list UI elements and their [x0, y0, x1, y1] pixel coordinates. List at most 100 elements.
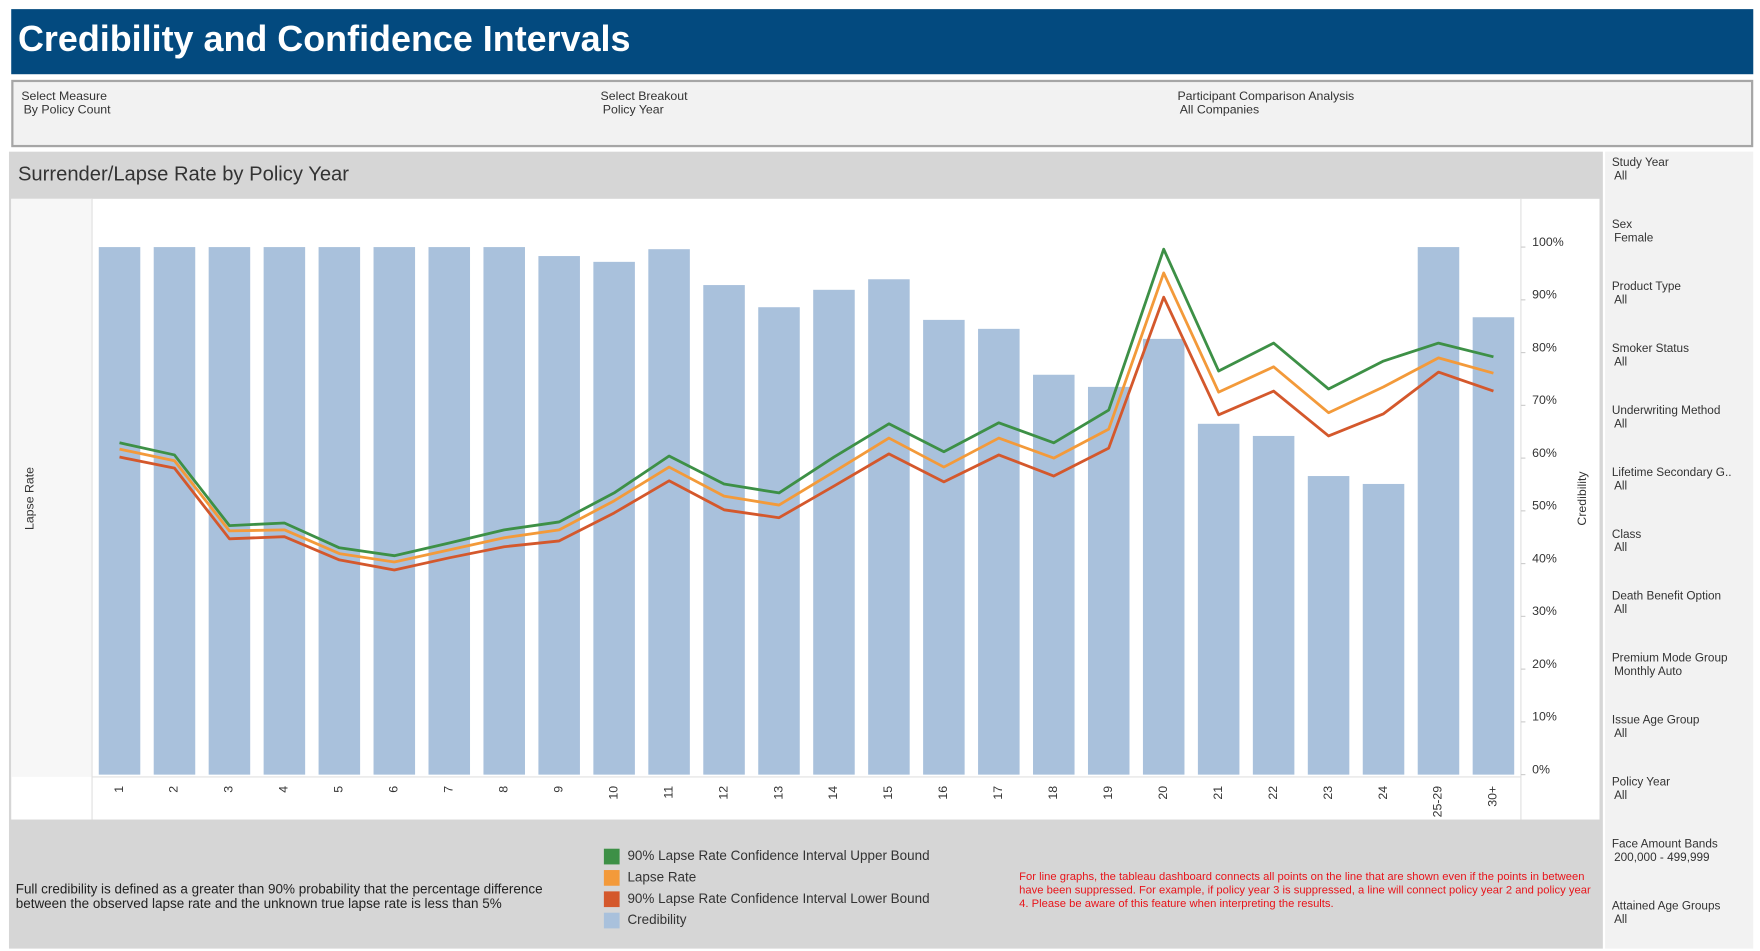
x-tick-label: 19: [1101, 786, 1115, 800]
sidebar-filter-label: Policy Year: [1612, 776, 1670, 789]
bar: [1362, 483, 1405, 775]
sidebar-filter-value: 200,000 - 499,999: [1614, 851, 1710, 864]
sidebar-filter-label: Face Amount Bands: [1612, 838, 1718, 851]
bar: [1472, 317, 1515, 775]
filter-label: Participant Comparison Analysis: [1177, 89, 1354, 103]
y2-tick-label: 50%: [1532, 499, 1557, 513]
bar: [923, 319, 965, 775]
sidebar-filter-label: Death Benefit Option: [1612, 590, 1721, 603]
x-tick-label: 1: [112, 786, 126, 793]
y2-tick-label: 80%: [1532, 340, 1557, 354]
y2-tick-label: 60%: [1532, 446, 1557, 460]
legend-swatch: [603, 848, 620, 865]
sidebar-filter-value: All: [1614, 789, 1627, 802]
bar: [428, 247, 471, 775]
sidebar-filter-label: Attained Age Groups: [1612, 900, 1721, 913]
y2-tick-label: 30%: [1532, 604, 1557, 618]
title-bar: [11, 9, 1754, 75]
filter-value: Policy Year: [603, 102, 664, 116]
sidebar-filter-value: All: [1614, 727, 1627, 740]
sidebar-filter-value: All: [1614, 169, 1627, 182]
sidebar-filter-label: Premium Mode Group: [1612, 652, 1728, 665]
sidebar-filter-value: All: [1614, 479, 1627, 492]
x-tick-label: 18: [1046, 786, 1060, 800]
x-tick-label: 30+: [1486, 786, 1500, 807]
x-tick-label: 12: [716, 786, 730, 800]
sidebar-filter-value: All: [1614, 913, 1627, 926]
bar: [813, 289, 855, 775]
y2-tick-label: 90%: [1532, 288, 1557, 302]
bar: [1252, 435, 1295, 775]
bar: [208, 247, 251, 775]
left-axis-area: [11, 198, 93, 777]
x-tick-label: 2: [167, 786, 181, 793]
x-tick-label: 24: [1376, 786, 1390, 800]
sidebar-filter-value: All: [1614, 293, 1627, 306]
x-tick-label: 9: [551, 786, 565, 793]
x-tick-label: 7: [442, 786, 456, 793]
sidebar-filter-value: Female: [1614, 231, 1654, 244]
y2-tick-label: 10%: [1532, 710, 1557, 724]
x-tick-label: 8: [496, 786, 510, 793]
y2-tick-label: 0%: [1532, 762, 1550, 776]
sidebar-filter-label: Study Year: [1612, 156, 1669, 169]
footnote-box: Full credibility is defined as a greater…: [16, 882, 543, 911]
warning: For line graphs, the tableau dashboard c…: [1019, 871, 1591, 911]
bar: [1307, 476, 1350, 775]
bar: [593, 261, 635, 775]
x-tick-label: 4: [277, 786, 291, 793]
y2-axis-label: Credibility: [1575, 471, 1589, 526]
x-tick-label: 21: [1211, 786, 1225, 800]
sidebar-filter-value: All: [1614, 417, 1627, 430]
y-axis-label: Lapse Rate: [23, 467, 37, 530]
legend-label: 90% Lapse Rate Confidence Interval Lower…: [627, 891, 929, 906]
y2-tick-label: 40%: [1532, 551, 1557, 565]
filter-value: By Policy Count: [24, 102, 112, 116]
sidebar-filter-value: All: [1614, 355, 1627, 368]
bar: [868, 279, 910, 775]
bar: [318, 247, 361, 775]
x-tick-label: 20: [1156, 786, 1170, 800]
x-tick-label: 23: [1321, 786, 1335, 800]
x-tick-label: 16: [936, 786, 950, 800]
y2-tick-label: 70%: [1532, 393, 1557, 407]
filter-label: Select Breakout: [601, 89, 689, 103]
x-tick-label: 10: [606, 786, 620, 800]
warning-box: For line graphs, the tableau dashboard c…: [1019, 871, 1591, 911]
legend-swatch: [603, 912, 620, 929]
x-tick-label: 3: [222, 786, 236, 793]
line: [119, 295, 1494, 572]
bar: [1197, 423, 1240, 775]
y2-tick-label: 20%: [1532, 657, 1557, 671]
legend-label: 90% Lapse Rate Confidence Interval Upper…: [627, 848, 929, 863]
bar: [373, 247, 416, 775]
bar: [153, 247, 196, 775]
x-tick-label: 14: [826, 786, 840, 800]
sidebar-filter-label: Smoker Status: [1612, 342, 1689, 355]
bar: [1087, 386, 1130, 775]
x-tick-label: 13: [771, 786, 785, 800]
sidebar-filter-value: All: [1614, 541, 1627, 554]
legend-swatch: [603, 891, 620, 908]
x-tick-label: 5: [332, 786, 346, 793]
bar: [1417, 247, 1460, 775]
dashboard-title: Credibility and Confidence Intervals: [18, 18, 631, 59]
bar: [703, 285, 745, 775]
bar: [758, 307, 800, 775]
bar: [98, 247, 141, 775]
bar: [978, 328, 1020, 775]
filter-value: All Companies: [1180, 102, 1259, 116]
bar: [1142, 338, 1185, 775]
sidebar-filter-value: All: [1614, 603, 1627, 616]
filter-label: Select Measure: [21, 89, 107, 103]
x-tick-label: 25-29: [1431, 786, 1445, 818]
filter-bar: [11, 79, 1754, 148]
sidebar-filter-label: Underwriting Method: [1612, 404, 1721, 417]
x-tick-label: 15: [881, 786, 895, 800]
bar: [648, 249, 690, 775]
bar: [263, 247, 306, 775]
sidebar-filter-label: Lifetime Secondary G..: [1612, 466, 1732, 479]
legend-label: Credibility: [627, 912, 686, 927]
